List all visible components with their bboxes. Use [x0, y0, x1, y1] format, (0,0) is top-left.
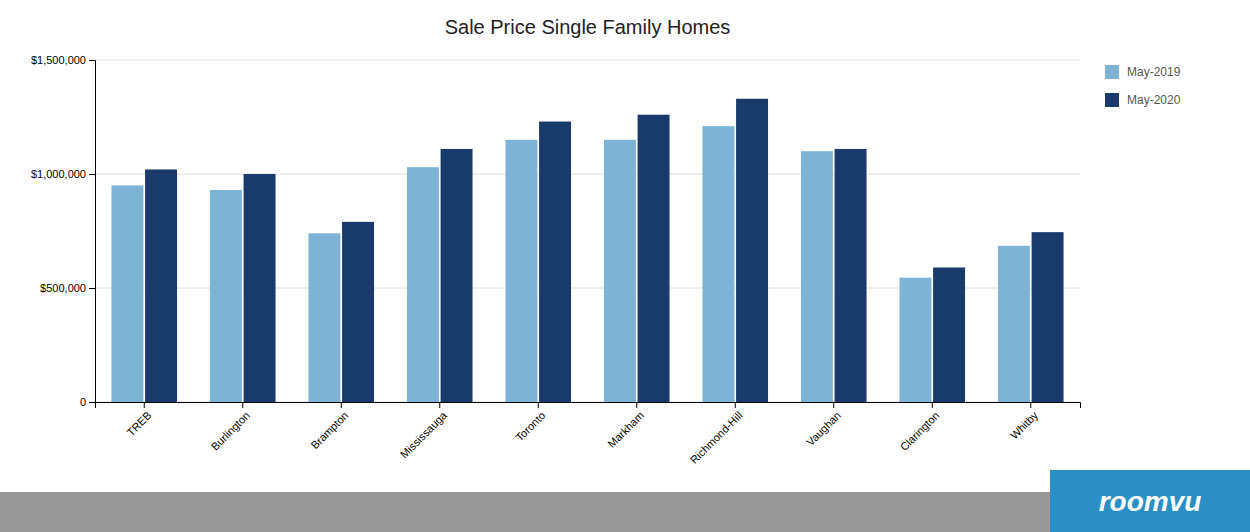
x-tick-label: Clarington [898, 409, 942, 453]
bar [111, 185, 143, 402]
y-tick-mark [89, 174, 95, 175]
bar [933, 267, 965, 402]
bar [899, 278, 931, 402]
x-tick: TREB [124, 402, 153, 438]
y-tick-label: $1,500,000 [31, 54, 86, 66]
x-tick-mark [1030, 402, 1031, 408]
annotation: roomvu [1099, 486, 1202, 517]
bar [244, 174, 276, 402]
bar [505, 140, 537, 402]
x-tick-label: Markham [605, 409, 646, 450]
y-tick: $1,500,000 [31, 54, 95, 66]
x-tick-label: Whitby [1008, 409, 1041, 442]
x-tick-mark [833, 402, 834, 408]
x-tick: Toronto [513, 402, 547, 444]
x-axis: TREB Burlington Brampton Mississauga Toronto… [96, 402, 1081, 466]
x-tick-mark [538, 402, 539, 408]
x-tick-mark [636, 402, 637, 408]
legend-label: May-2019 [1127, 65, 1181, 79]
x-tick-label: Brampton [308, 409, 350, 451]
bar [638, 115, 670, 402]
logo-box [1050, 470, 1250, 532]
bar [308, 233, 340, 402]
x-tick-mark [439, 402, 440, 408]
y-tick: $500,000 [40, 282, 95, 294]
x-tick-label: Toronto [513, 409, 547, 443]
chart: Sale Price Single Family Homes 0 $500,000 $… [0, 0, 1250, 532]
y-tick: 0 [80, 396, 95, 408]
bar [702, 126, 734, 402]
legend-swatch [1105, 93, 1119, 107]
bar [1032, 232, 1064, 402]
bars [111, 99, 1063, 402]
grid-line [95, 60, 1080, 61]
bar [210, 190, 242, 402]
y-tick-mark [89, 60, 95, 61]
legend-item: May-2020 [1105, 93, 1181, 107]
x-tick: Brampton [308, 402, 350, 451]
bar [539, 122, 571, 402]
bar [407, 167, 439, 402]
x-tick-label: Richmond-Hill [688, 409, 745, 466]
x-tick: Burlington [209, 402, 253, 453]
x-tick: Markham [605, 402, 646, 450]
x-tick: Mississauga [398, 402, 450, 460]
y-tick-mark [89, 288, 95, 289]
legend: May-2019 May-2020 [1105, 65, 1181, 107]
legend-item: May-2019 [1105, 65, 1181, 79]
bar [441, 149, 473, 402]
x-tick-mark [242, 402, 243, 408]
x-tick-mark [341, 402, 342, 408]
x-tick: Vaughan [804, 402, 843, 448]
bar [342, 222, 374, 402]
bar [998, 246, 1030, 402]
x-tick-mark [932, 402, 933, 408]
x-tick: Richmond-Hill [688, 402, 745, 466]
x-tick: Clarington [898, 402, 942, 453]
grid [95, 60, 1080, 402]
grid-line [95, 174, 1080, 175]
bar [145, 169, 177, 402]
legend-label: May-2020 [1127, 93, 1181, 107]
y-axis-line [89, 61, 96, 403]
plot: 0 $500,000 $1,000,000 $1,500,000 TREB Burling… [31, 54, 1081, 466]
y-tick: $1,000,000 [31, 168, 95, 180]
x-tick-label: Mississauga [398, 408, 450, 460]
x-axis-line [96, 403, 1081, 409]
x-tick-label: Burlington [209, 409, 253, 453]
x-tick-label: Vaughan [804, 409, 843, 448]
y-tick-mark [89, 402, 95, 403]
legend-swatch [1105, 65, 1119, 79]
x-tick-mark [735, 402, 736, 408]
bar-series [145, 99, 1063, 402]
title: Sale Price Single Family Homes [445, 16, 731, 38]
y-tick-label: $500,000 [40, 282, 86, 294]
x-tick: Whitby [1008, 402, 1041, 441]
x-tick-label: TREB [124, 409, 153, 438]
y-tick-label: $1,000,000 [31, 168, 86, 180]
bar [604, 140, 636, 402]
grid-line [95, 288, 1080, 289]
bar [835, 149, 867, 402]
y-tick-label: 0 [80, 396, 86, 408]
bar [736, 99, 768, 402]
bar [801, 151, 833, 402]
y-axis: 0 $500,000 $1,000,000 $1,500,000 [31, 54, 96, 408]
x-tick-mark [144, 402, 145, 408]
